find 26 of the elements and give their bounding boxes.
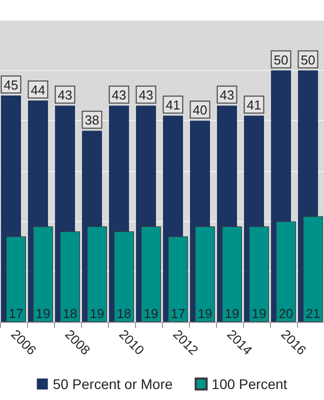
data-label: 44 (30, 82, 46, 98)
legend-label: 50 Percent or More (52, 376, 173, 392)
data-label: 41 (166, 98, 180, 113)
data-label: 45 (4, 78, 18, 92)
data-label: 19 (144, 306, 158, 321)
data-label: 18 (116, 306, 132, 321)
data-label: 17 (170, 306, 186, 321)
data-label: 19 (36, 306, 50, 321)
data-label: 38 (84, 112, 100, 128)
data-label: 21 (306, 306, 320, 321)
data-label: 43 (58, 88, 72, 103)
data-label: 41 (246, 98, 262, 113)
data-label: 19 (198, 306, 212, 321)
data-label: 50 (300, 52, 316, 68)
data-label: 20 (278, 306, 294, 321)
data-label: 19 (252, 306, 266, 321)
data-label: 43 (138, 88, 154, 103)
data-label: 17 (8, 306, 24, 321)
data-label: 18 (62, 306, 78, 321)
data-label: 50 (274, 52, 288, 68)
data-label: 40 (192, 102, 208, 118)
data-label: 43 (112, 88, 126, 103)
legend-label: 100 Percent (212, 376, 288, 392)
data-label: 43 (220, 88, 234, 103)
data-label: 19 (90, 306, 104, 321)
data-label: 19 (224, 306, 240, 321)
